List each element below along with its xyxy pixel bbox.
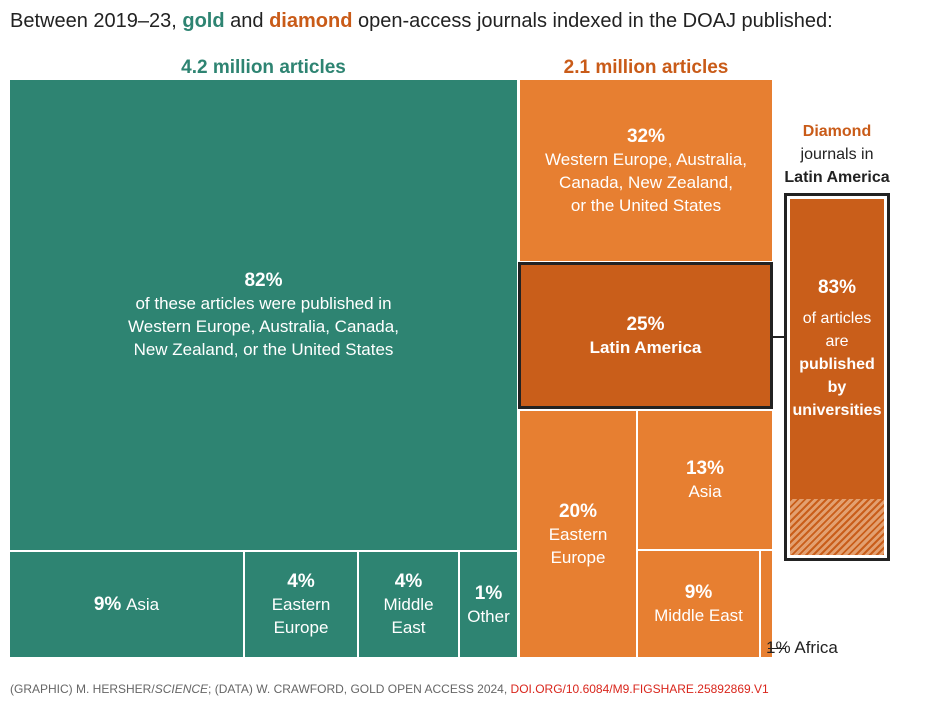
gold-cell-eastern-europe: 4% Eastern Europe [245, 552, 357, 657]
diamond-cell-latin-america: 25% Latin America [518, 262, 773, 409]
gold-asia-pct: 9% [93, 594, 122, 615]
doi-link[interactable]: DOI.ORG/10.6084/M9.FIGSHARE.25892869.V1 [510, 682, 769, 696]
gold-other-pct: 1% [474, 582, 503, 604]
gold-cell-western: 82% of these articles were published in … [10, 80, 517, 550]
title-gold-word: gold [182, 10, 225, 32]
diamond-cell-asia: 13% Asia [638, 411, 772, 549]
gold-eeu-line-1: Eastern [271, 595, 331, 614]
gold-other-label: Other [467, 606, 510, 626]
diamond-me-label: Middle East [654, 606, 743, 625]
inset-heading-line-1: Diamond [802, 123, 872, 140]
diamond-western-pct: 32% [626, 125, 666, 147]
title-and: and [230, 10, 264, 32]
diamond-western-line-3: or the United States [570, 195, 722, 215]
title-suffix: open-access journals indexed in the DOAJ… [358, 10, 833, 32]
gold-western-line-1: of these articles were published in [135, 294, 392, 313]
gold-me-line-2: East [391, 618, 426, 637]
diamond-asia-label: Asia [688, 482, 722, 501]
gold-cell-middle-east: 4% Middle East [359, 552, 458, 657]
diamond-western-line-2: Canada, New Zealand, [559, 172, 733, 192]
inset-bar-remainder [790, 499, 884, 555]
gold-eeu-line-2: Europe [273, 618, 329, 637]
gold-western-line-3: New Zealand, or the United States [133, 340, 394, 359]
title-prefix: Between 2019–23, [10, 10, 177, 32]
inset-line-4: by [827, 379, 847, 396]
diamond-western-line-1: Western Europe, Australia, [545, 149, 747, 169]
inset-heading-line-2: journals in [800, 146, 874, 163]
chart-title: Between 2019–23, gold and diamond open-a… [10, 10, 833, 33]
inset-bar-fill: 83% of articles are published by univers… [790, 199, 884, 499]
inset-heading-line-3: Latin America [784, 169, 890, 186]
inset-connector-line [772, 336, 784, 338]
gold-total-label: 4.2 million articles [181, 57, 346, 78]
inset-heading: Diamond journals in Latin America [778, 120, 896, 189]
diamond-total-label: 2.1 million articles [563, 57, 729, 78]
gold-eeu-pct: 4% [287, 571, 315, 592]
diamond-eeu-line-1: Eastern [548, 524, 608, 544]
diamond-la-label: Latin America [589, 337, 702, 357]
gold-cell-asia: 9% Asia [10, 552, 243, 657]
inset-line-2: are [825, 333, 849, 350]
diamond-eeu-line-2: Europe [550, 547, 606, 567]
africa-leader-line [768, 648, 786, 649]
gold-me-pct: 4% [394, 571, 423, 592]
gold-asia-label: Asia [126, 595, 160, 614]
credit-data: ; (DATA) W. CRAWFORD, GOLD OPEN ACCESS 2… [208, 682, 508, 696]
inset-line-3: published [799, 356, 875, 373]
diamond-cell-western: 32% Western Europe, Australia, Canada, N… [520, 80, 772, 261]
diamond-cell-africa [761, 551, 772, 657]
gold-western-line-2: Western Europe, Australia, Canada, [128, 317, 399, 336]
diamond-me-pct: 9% [684, 582, 713, 603]
title-diamond-word: diamond [269, 10, 353, 32]
credit-italic: SCIENCE [154, 682, 209, 696]
diamond-eeu-pct: 20% [558, 500, 598, 522]
gold-me-line-1: Middle [383, 595, 434, 614]
inset-bar: 83% of articles are published by univers… [784, 193, 890, 561]
diamond-africa-label: 1% Africa [766, 638, 838, 657]
credit-graphic: (GRAPHIC) M. HERSHER/ [10, 682, 155, 696]
diamond-cell-middle-east: 9% Middle East [638, 551, 759, 657]
gold-western-pct: 82% [244, 270, 283, 291]
diamond-cell-eastern-europe: 20% Eastern Europe [520, 411, 636, 657]
source-credit: (GRAPHIC) M. HERSHER/SCIENCE; (DATA) W. … [10, 682, 769, 696]
diamond-la-pct: 25% [626, 313, 665, 335]
inset-line-1: of articles [802, 310, 872, 327]
gold-cell-other: 1% Other [460, 552, 517, 657]
diamond-asia-pct: 13% [685, 458, 725, 479]
inset-pct: 83% [817, 277, 857, 298]
inset-line-5: universities [792, 402, 882, 419]
